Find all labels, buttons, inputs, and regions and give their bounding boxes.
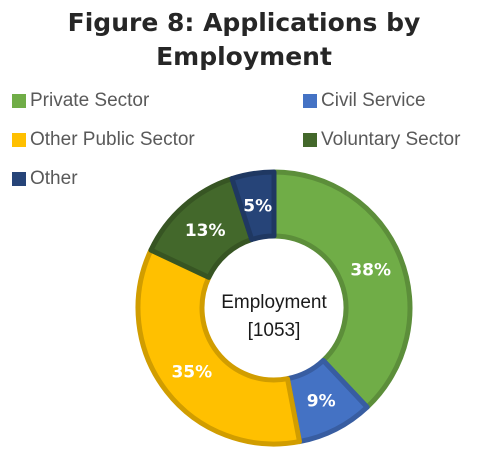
slice-other-public-sector	[135, 247, 302, 447]
slice-label-voluntary-sector: 13%	[185, 221, 226, 241]
donut-slices	[135, 169, 413, 447]
chart-legend: Private Sector Civil Service Other Publi…	[12, 90, 488, 190]
legend-swatch	[12, 94, 26, 108]
legend-label: Voluntary Sector	[321, 129, 461, 150]
legend-label: Other Public Sector	[30, 129, 195, 150]
legend-item-other: Other	[12, 168, 78, 190]
center-value: [1053]	[248, 320, 301, 341]
legend-swatch	[303, 133, 317, 147]
slice-label-private-sector: 38%	[350, 261, 391, 281]
legend-swatch	[12, 172, 26, 186]
legend-label: Civil Service	[321, 90, 426, 111]
donut-slice-labels: 38% 9% 35% 13% 5%	[171, 196, 391, 411]
legend-item-other-public-sector: Other Public Sector	[12, 129, 195, 151]
slice-private-sector	[271, 169, 413, 410]
chart-title-line-2: Employment	[156, 42, 332, 71]
legend-label: Private Sector	[30, 90, 150, 111]
chart-title: Figure 8: Applications by Employment	[0, 6, 488, 74]
legend-label: Other	[30, 168, 78, 189]
legend-swatch	[303, 94, 317, 108]
center-label: Employment	[221, 292, 327, 313]
chart-title-line-1: Figure 8: Applications by	[67, 8, 421, 37]
legend-swatch	[12, 133, 26, 147]
slice-label-civil-service: 9%	[307, 392, 336, 412]
legend-item-civil-service: Civil Service	[303, 90, 426, 112]
slice-label-other: 5%	[243, 196, 272, 216]
slice-label-other-public-sector: 35%	[171, 363, 212, 383]
slice-other	[229, 169, 277, 243]
legend-item-voluntary-sector: Voluntary Sector	[303, 129, 460, 151]
legend-item-private-sector: Private Sector	[12, 90, 149, 112]
